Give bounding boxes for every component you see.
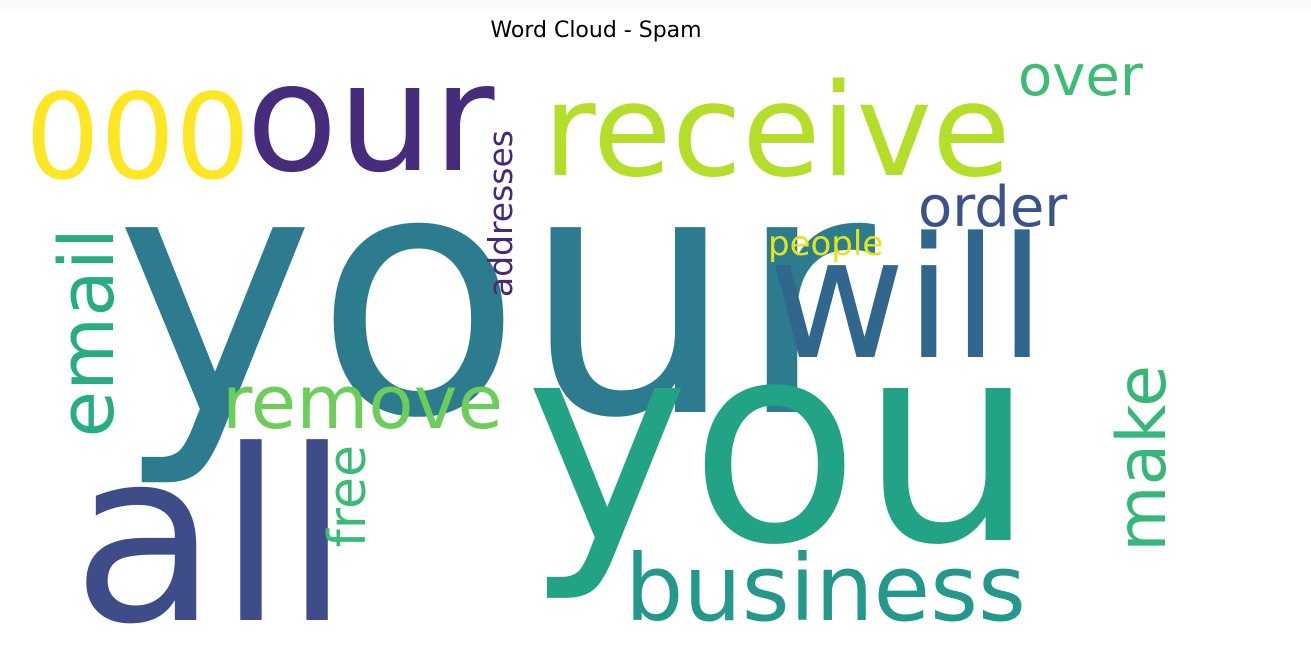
- word-email: email: [42, 228, 131, 438]
- word-you: you: [525, 282, 1036, 606]
- word-order: order: [918, 175, 1068, 240]
- word-make: make: [1103, 365, 1182, 552]
- word-receive: receive: [543, 57, 1011, 206]
- word-all: all: [72, 400, 350, 652]
- word-000: 000: [25, 68, 250, 206]
- chart-title: Word Cloud - Spam: [490, 18, 702, 43]
- word-your: your: [115, 98, 879, 492]
- word-over: over: [1018, 44, 1144, 109]
- word-our: our: [246, 32, 495, 206]
- top-edge: [0, 0, 1311, 10]
- word-free: free: [318, 445, 378, 548]
- word-will: will: [768, 201, 1045, 397]
- word-people: people: [768, 224, 883, 264]
- word-business: business: [625, 535, 1026, 642]
- word-addresses: addresses: [481, 130, 520, 297]
- word-remove: remove: [222, 360, 503, 446]
